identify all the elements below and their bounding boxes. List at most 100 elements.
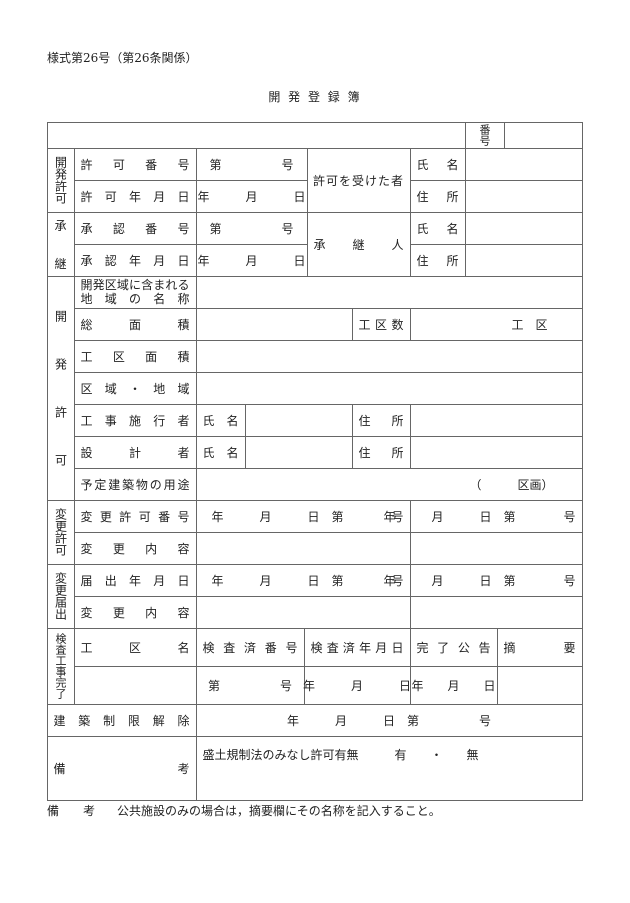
notice-content-field-1[interactable] (195, 595, 411, 629)
permit-number-field[interactable]: 第 号 (195, 147, 308, 181)
zone-area-field[interactable] (195, 339, 583, 373)
page-title: 開 発 登 録 簿 (268, 90, 362, 104)
approval-number-field[interactable]: 第 号 (195, 211, 308, 245)
summary-field[interactable] (496, 665, 583, 705)
label-cell: 検査済番号 (195, 627, 305, 667)
change-permit-content-label: 変更内容 (80, 541, 190, 556)
approval-number-label: 承認番号 (80, 221, 190, 236)
approval-date-label: 承認年月日 (80, 253, 190, 268)
zone-name-label: 工区名 (80, 640, 190, 655)
zone-unit: 工 区 (511, 317, 548, 332)
label-cell: 承認年月日 (73, 243, 197, 277)
successor-name-field[interactable] (464, 211, 583, 245)
number-label-cell: 番号 (464, 121, 505, 149)
building-use-field[interactable]: （ 区画） (195, 467, 583, 501)
label-cell: 承継人 (306, 211, 411, 277)
change-permit-content-field-1[interactable] (195, 531, 411, 565)
development-section-cell: 開発許可 (46, 275, 75, 501)
permit-name-field[interactable] (464, 147, 583, 181)
zone-count-field[interactable]: 工 区 (409, 307, 583, 341)
succession-section-bottom: 継 (54, 256, 67, 271)
label-cell: 工事施行者 (73, 403, 197, 437)
change-permit-section-cell: 変更許可 (46, 499, 75, 565)
designer-name-label: 氏名 (202, 445, 239, 460)
approval-date-value: 年 月 日 (197, 253, 306, 268)
area-names-label-2: 地域の名称 (80, 292, 190, 306)
inspection-number-label: 検査済番号 (202, 640, 298, 655)
change-permit-section-label: 変更許可 (53, 508, 68, 556)
contractor-label: 工事施行者 (80, 413, 190, 428)
permit-address-field[interactable] (464, 179, 583, 213)
label-cell: 住所 (409, 179, 466, 213)
label-cell: 承認番号 (73, 211, 197, 245)
district-field[interactable] (195, 371, 583, 405)
label-cell: 区域・地域 (73, 371, 197, 405)
contractor-address-label: 住所 (358, 413, 404, 428)
inspection-date-label: 検査済年月日 (310, 640, 404, 655)
label-cell: 住所 (409, 243, 466, 277)
zone-name-field[interactable] (73, 665, 197, 705)
approval-number-value: 第 号 (209, 221, 294, 236)
label-cell: 工区数 (351, 307, 411, 341)
successor-label: 承継人 (313, 237, 404, 252)
change-permit-content-field-2[interactable] (409, 531, 583, 565)
inspection-date-field[interactable]: 年 月 日 (303, 665, 411, 705)
label-cell: 変更内容 (73, 595, 197, 629)
number-label: 番号 (478, 124, 491, 146)
notice-date-1: 年 月 日 第 号 (211, 573, 404, 588)
label-cell: 備考 (46, 735, 197, 801)
label-cell: 建築制限解除 (46, 703, 197, 737)
successor-address-field[interactable] (464, 243, 583, 277)
label-cell: 工区名 (73, 627, 197, 667)
contractor-name-field[interactable] (244, 403, 353, 437)
permit-number-label: 許可番号 (80, 157, 190, 172)
inspection-date-value: 年 月 日 (303, 678, 412, 693)
approval-date-field[interactable]: 年 月 日 (195, 243, 308, 277)
successor-address-label: 住所 (416, 253, 459, 268)
total-area-field[interactable] (195, 307, 353, 341)
label-cell: 氏名 (409, 147, 466, 181)
notice-date-field-2[interactable]: 年 月 日 第 号 (383, 563, 583, 597)
permit-date-label: 許可年月日 (80, 189, 190, 204)
inspection-section-label: 検査工事完了 (54, 633, 67, 699)
form-number: 様式第26号（第26条関係） (47, 51, 198, 65)
permit-section-label: 開発許可 (53, 156, 68, 204)
change-permit-number-field-2[interactable]: 年 月 日 第 号 (383, 499, 583, 533)
restriction-label: 建築制限解除 (53, 713, 190, 728)
zone-count-label: 工区数 (358, 317, 404, 332)
permit-date-field[interactable]: 年 月 日 (195, 179, 308, 213)
permit-address-label: 住所 (416, 189, 459, 204)
permit-section-cell: 開発許可 (46, 147, 75, 213)
area-names-field[interactable] (195, 275, 583, 309)
change-permit-date-2: 年 月 日 第 号 (383, 509, 576, 524)
completion-notice-field[interactable]: 年 月 日 (409, 665, 498, 705)
completion-notice-label: 完了公告 (416, 640, 491, 655)
label-cell: 変更許可番号 (73, 499, 197, 533)
notice-date-2: 年 月 日 第 号 (383, 573, 576, 588)
remarks-field[interactable]: 盛土規制法のみなし許可有無 有 ・ 無 (195, 735, 583, 801)
label-cell: 予定建築物の用途 (73, 467, 197, 501)
blank-cell (46, 121, 466, 149)
designer-name-field[interactable] (244, 435, 353, 469)
label-cell: 届出年月日 (73, 563, 197, 597)
notice-content-field-2[interactable] (409, 595, 583, 629)
label-cell: 開発区域に含まれる 地域の名称 (73, 275, 197, 309)
development-section-label: 開発許可 (53, 309, 68, 467)
label-cell: 許可番号 (73, 147, 197, 181)
change-notice-section-cell: 変更届出 (46, 563, 75, 629)
completion-notice-value: 年 月 日 (411, 678, 496, 693)
designer-address-field[interactable] (409, 435, 583, 469)
label-cell: 許可を受けた者 (306, 147, 411, 213)
permit-name-label: 氏名 (416, 157, 459, 172)
inspection-number-field[interactable]: 第 号 (195, 665, 305, 705)
label-cell: 変更内容 (73, 531, 197, 565)
change-permit-date-1: 年 月 日 第 号 (211, 509, 404, 524)
contractor-address-field[interactable] (409, 403, 583, 437)
number-field[interactable] (503, 121, 583, 149)
remarks-label: 備考 (53, 761, 190, 776)
building-use-label: 予定建築物の用途 (80, 477, 190, 492)
succession-section-top: 承 (54, 218, 67, 233)
restriction-field[interactable]: 年 月 日 第 号 (195, 703, 583, 737)
label-cell: 氏名 (195, 403, 246, 437)
change-notice-section-label: 変更届出 (53, 572, 68, 620)
